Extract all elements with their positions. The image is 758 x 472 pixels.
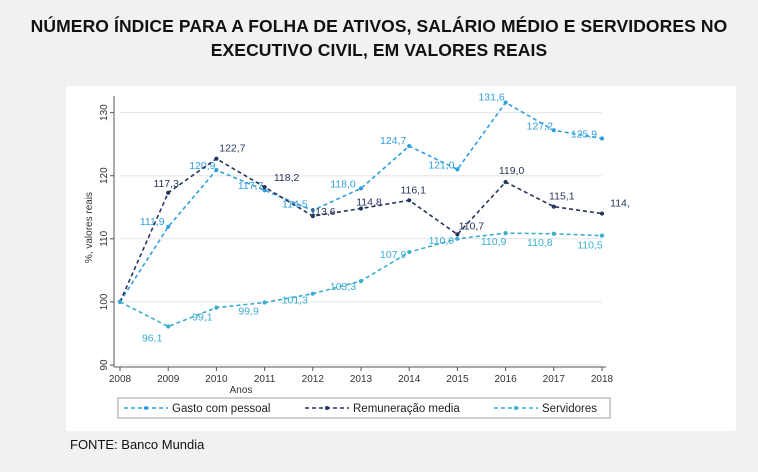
legend-marker [514,406,518,410]
x-tick-label: 2015 [446,374,469,385]
data-point [551,128,556,133]
y-tick-label: 110 [99,230,110,246]
chart-title-line-2: EXECUTIVO CIVIL, EM VALORES REAIS [210,40,548,60]
x-axis-title: Anos [230,385,253,396]
data-point [503,231,508,236]
data-point [310,213,315,219]
data-point [551,204,556,209]
x-tick-label: 2017 [543,374,566,385]
data-point [551,231,556,236]
y-tick-label: 100 [99,293,110,310]
x-tick-label: 2018 [591,374,614,385]
legend-label: Remuneração media [353,403,460,415]
data-point [407,249,412,255]
data-point [503,100,508,105]
data-point [166,224,171,229]
data-point [599,233,605,238]
data-label: 110,7 [459,220,485,232]
data-point [455,167,460,172]
legend-label: Gasto com pessoal [172,403,270,415]
data-label: 113,6 [310,206,336,218]
series-line-1 [119,101,603,303]
data-point [599,136,605,141]
data-point [262,184,267,190]
data-point [262,188,267,193]
x-tick-label: 2008 [109,374,132,385]
data-label: 122,7 [219,143,245,155]
data-label: 119,0 [499,165,525,177]
y-tick-label: 130 [99,104,110,121]
legend-box [117,397,611,419]
data-label: 110,5 [577,240,603,252]
data-label: 118,2 [274,172,300,184]
data-point [214,156,219,161]
data-label: 107,9 [380,249,406,261]
data-point [599,211,605,216]
legend-marker [144,406,148,410]
data-point [214,167,219,173]
data-point [310,291,315,296]
legend-marker [325,406,329,410]
data-label: 99,1 [192,312,213,324]
data-label: 111,9 [140,216,165,228]
data-point [358,186,364,191]
data-point [310,208,315,213]
data-point [407,198,412,203]
x-tick-label: 2012 [302,374,325,385]
data-point [407,143,412,149]
x-tick-label: 2016 [494,374,517,385]
data-label: 103,3 [330,281,356,293]
data-label: 125,9 [571,128,597,140]
chart-panel [66,86,736,431]
data-label: 115,1 [549,191,575,203]
data-label: 110,8 [527,237,553,249]
x-tick-label: 2010 [205,374,228,385]
x-tick-label: 2009 [157,374,180,385]
y-tick-label: 90 [99,359,110,371]
data-point [358,278,364,284]
data-label: 114, [610,198,630,210]
legend-label: Servidores [542,403,597,415]
data-point [455,236,460,241]
data-label: 124,7 [380,135,406,147]
data-point [455,232,460,237]
data-point [214,305,219,310]
data-label: 118,0 [330,178,356,190]
data-label: 117,7 [238,180,264,192]
data-label: 99,9 [238,306,259,318]
data-label: 110,0 [429,235,455,247]
data-point [166,190,171,195]
data-label: 114,8 [356,197,382,209]
x-tick-label: 2011 [254,374,276,385]
y-tick-label: 120 [99,167,110,184]
data-point [117,299,123,305]
y-axis-title: %, valores reais [84,192,95,263]
data-label: 127,2 [527,120,553,132]
x-tick-label: 2013 [350,374,373,385]
x-tick-label: 2014 [398,374,421,385]
data-label: 110,9 [481,236,507,248]
data-point [358,206,364,211]
data-label: 116,1 [400,184,426,196]
data-label: 121,0 [428,159,454,171]
chart-title-line-1: NÚMERO ÍNDICE PARA A FOLHA DE ATIVOS, SA… [30,16,728,36]
data-label: 96,1 [142,333,163,345]
data-label: 117,3 [153,178,179,190]
data-point [262,300,267,305]
data-point [166,324,171,329]
data-label: 131,6 [478,92,504,104]
data-label: 101,3 [282,295,308,307]
data-label: 120,9 [189,160,215,172]
source-note: FONTE: Banco Mundia [70,437,205,452]
chart-title: NÚMERO ÍNDICE PARA A FOLHA DE ATIVOS, SA… [0,14,758,62]
data-point [503,179,508,185]
